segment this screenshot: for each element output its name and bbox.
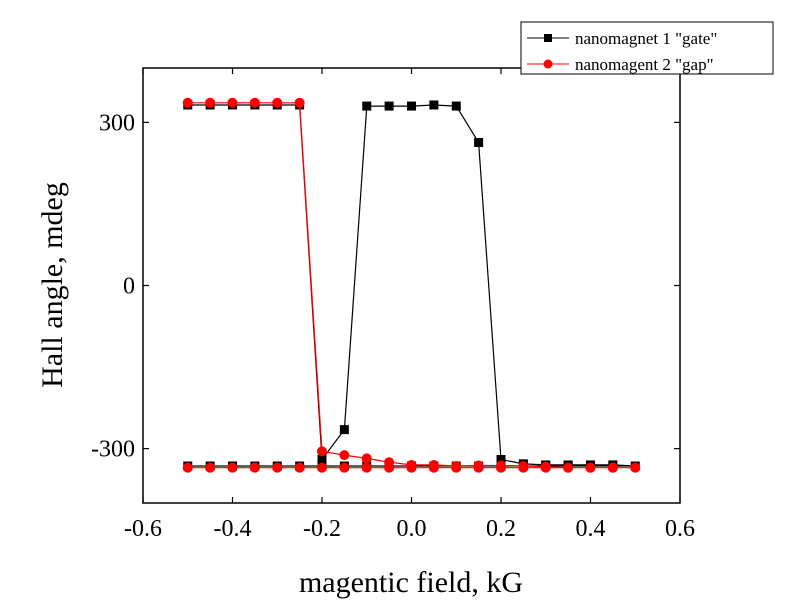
x-tick-label: 0.0	[397, 516, 427, 542]
data-point-2	[339, 462, 350, 473]
data-point-1	[317, 455, 327, 464]
data-point-2	[182, 97, 193, 108]
x-tick-label: -0.2	[303, 516, 341, 542]
legend-marker-2	[543, 59, 553, 69]
data-point-2	[361, 462, 372, 473]
x-tick-label: 0.2	[486, 516, 516, 542]
data-point-2	[473, 460, 484, 471]
data-point-2	[496, 460, 506, 471]
data-point-1	[407, 101, 416, 111]
x-tick-label: -0.6	[124, 516, 162, 542]
data-point-1	[384, 101, 394, 111]
data-point-1	[339, 425, 349, 435]
series-layer	[182, 97, 641, 473]
data-point-2	[294, 462, 305, 473]
data-point-2	[317, 462, 327, 473]
legend-marker-1	[544, 34, 552, 42]
data-point-2	[563, 462, 574, 473]
data-point-2	[428, 459, 439, 470]
data-point-2	[182, 462, 193, 473]
data-point-2	[361, 453, 372, 464]
legend-label-2: nanomagent 2 "gap"	[575, 55, 714, 74]
data-point-2	[249, 462, 260, 473]
y-axis-title: Hall angle, mdeg	[36, 182, 69, 388]
plot-frame	[142, 67, 681, 504]
x-tick-label: -0.4	[214, 516, 252, 542]
data-point-2	[294, 97, 305, 108]
data-point-2	[585, 462, 596, 473]
data-point-2	[540, 461, 551, 472]
data-point-2	[249, 97, 260, 108]
data-point-1	[451, 101, 461, 111]
x-tick-label: 0.4	[576, 516, 606, 542]
axis-ticks: -0.6 -0.4 -0.2 0.0 0.2 0.4 0.6 300 0 -300	[91, 68, 695, 542]
data-point-2	[272, 462, 283, 473]
y-tick-label: -300	[91, 437, 135, 463]
series-line-1	[187, 104, 636, 467]
data-point-2	[227, 462, 238, 473]
legend: nanomagnet 1 "gate" nanomagent 2 "gap"	[520, 21, 774, 75]
data-point-2	[384, 457, 395, 468]
legend-box	[520, 21, 774, 75]
x-tick-label: 0.6	[665, 516, 695, 542]
data-point-2	[205, 462, 216, 473]
data-point-1	[362, 101, 372, 111]
data-point-2	[317, 446, 327, 457]
data-point-2	[227, 97, 238, 108]
y-tick-label: 300	[99, 110, 135, 136]
data-point-2	[518, 461, 529, 472]
data-point-2	[607, 462, 618, 473]
y-tick-label: 0	[123, 274, 135, 300]
legend-label-1: nanomagnet 1 "gate"	[575, 29, 717, 48]
data-point-2	[406, 459, 417, 470]
data-point-2	[272, 97, 283, 108]
data-point-2	[630, 462, 641, 473]
series-line-2	[187, 102, 636, 469]
data-point-1	[496, 455, 506, 464]
x-axis-title: magentic field, kG	[299, 566, 523, 599]
data-point-2	[205, 97, 216, 108]
data-point-1	[429, 100, 439, 110]
data-point-2	[339, 450, 350, 461]
data-point-1	[474, 137, 484, 147]
data-point-2	[451, 461, 462, 472]
